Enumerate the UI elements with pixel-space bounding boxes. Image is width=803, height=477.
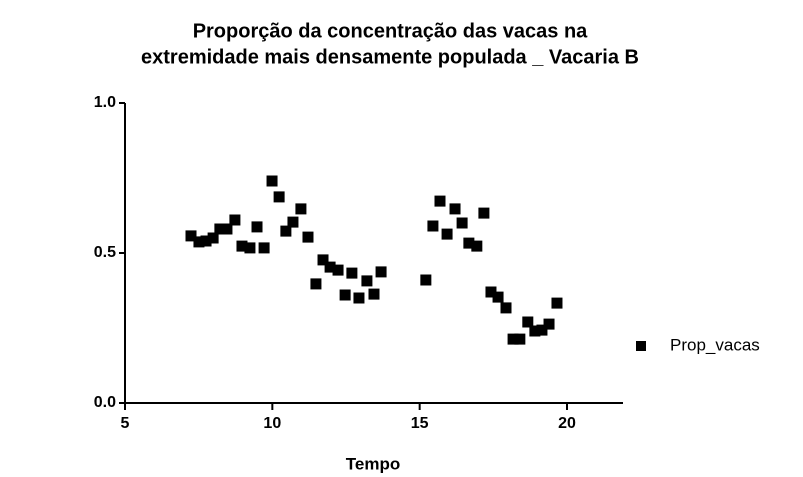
point (193, 236, 205, 248)
point (361, 275, 373, 287)
point (551, 297, 563, 309)
point (280, 225, 292, 237)
point (449, 203, 461, 215)
point (266, 175, 278, 187)
point (200, 235, 212, 247)
point (317, 254, 329, 266)
point (214, 223, 226, 235)
point (251, 221, 263, 233)
legend-label: Prop_vacas (670, 335, 760, 354)
point (529, 325, 541, 337)
point (368, 288, 380, 300)
point (229, 214, 241, 226)
x-tick-label: 10 (263, 415, 281, 432)
chart-title: extremidade mais densamente populada _ V… (141, 46, 639, 68)
point (310, 278, 322, 290)
point (485, 286, 497, 298)
legend-marker (636, 341, 646, 351)
x-tick-label: 5 (121, 415, 130, 432)
point (332, 264, 344, 276)
point (295, 203, 307, 215)
point (441, 228, 453, 240)
point (353, 292, 365, 304)
point (324, 261, 336, 273)
point (302, 231, 314, 243)
point (207, 232, 219, 244)
point (507, 333, 519, 345)
point (456, 217, 468, 229)
point (346, 267, 358, 279)
point (434, 195, 446, 207)
point (543, 318, 555, 330)
point (258, 242, 270, 254)
point (492, 291, 504, 303)
point (536, 324, 548, 336)
point (375, 266, 387, 278)
point (236, 240, 248, 252)
point (478, 207, 490, 219)
point (463, 237, 475, 249)
y-tick-label: 1.0 (94, 94, 116, 111)
point (339, 289, 351, 301)
x-axis-label: Tempo (346, 454, 400, 473)
point (185, 230, 197, 242)
point (273, 191, 285, 203)
x-tick-label: 20 (558, 415, 576, 432)
y-tick-label: 0.0 (94, 394, 116, 411)
point (471, 240, 483, 252)
point (287, 216, 299, 228)
point (420, 274, 432, 286)
y-tick-label: 0.5 (94, 244, 116, 261)
point (514, 333, 526, 345)
chart-title: Proporção da concentração das vacas na (193, 20, 588, 42)
point (427, 220, 439, 232)
point (500, 302, 512, 314)
point (221, 223, 233, 235)
point (522, 316, 534, 328)
x-tick-label: 15 (411, 415, 429, 432)
point (244, 242, 256, 254)
